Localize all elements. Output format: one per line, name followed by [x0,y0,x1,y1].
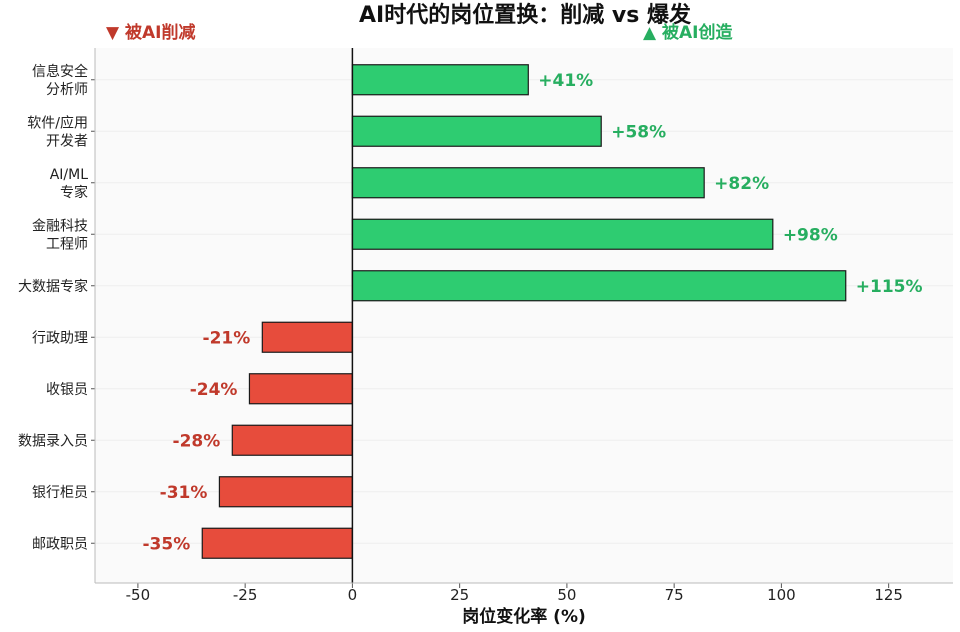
category-label: 金融科技 [32,218,88,234]
data-label: -35% [143,534,191,554]
data-label: +58% [611,122,666,142]
bar [248,373,354,405]
x-tick-label: 25 [450,586,469,604]
category-label: 开发者 [46,133,88,149]
category-label: 专家 [60,184,88,201]
bar [351,270,847,302]
bar [261,321,353,353]
category-label: 收银员 [46,382,88,398]
x-tick-label: 125 [874,586,903,604]
x-tick-label: 50 [557,586,576,604]
data-label: -31% [160,483,208,503]
bar [201,527,353,559]
data-label: +115% [856,277,923,297]
data-label: +82% [714,174,769,194]
x-tick-label: -50 [126,586,151,604]
category-label: 软件/应用 [27,114,88,131]
data-label: -21% [203,328,251,348]
chart-title: AI时代的岗位置换：削减 vs 爆发 [359,2,692,28]
category-label: 数据录入员 [18,433,88,449]
bars [201,64,847,559]
bar [351,218,774,250]
bar [218,476,354,508]
category-label: 大数据专家 [18,278,88,295]
bar [351,167,705,199]
category-label: 分析师 [46,82,88,98]
bar [351,64,529,96]
category-label: 工程师 [46,236,88,252]
bar [351,115,602,147]
x-tick-label: 0 [348,586,358,604]
category-label: 信息安全 [32,63,88,80]
data-labels: +41% +58% +82% +98% +115% -21% -24% -28% -31% -35… [143,71,923,555]
data-label: +41% [538,71,593,91]
x-tick-label: 75 [665,586,684,604]
x-axis-label: 岗位变化率 (%) [462,606,586,627]
bar [231,424,354,456]
legend-created: ▲ 被AI创造 [643,22,733,43]
category-label: 邮政职员 [32,536,88,552]
x-tick-label: 100 [767,586,796,604]
category-label: AI/ML [50,167,89,183]
data-label: -28% [173,431,221,451]
x-tick-label: -25 [233,586,258,604]
category-label: 银行柜员 [32,485,88,501]
x-ticks: -50 -25 0 25 50 75 100 125 [126,583,903,604]
data-label: -24% [190,380,238,400]
legend-reduced: ▼ 被AI削减 [106,22,195,43]
data-label: +98% [783,225,838,245]
category-label: 行政助理 [32,330,88,346]
